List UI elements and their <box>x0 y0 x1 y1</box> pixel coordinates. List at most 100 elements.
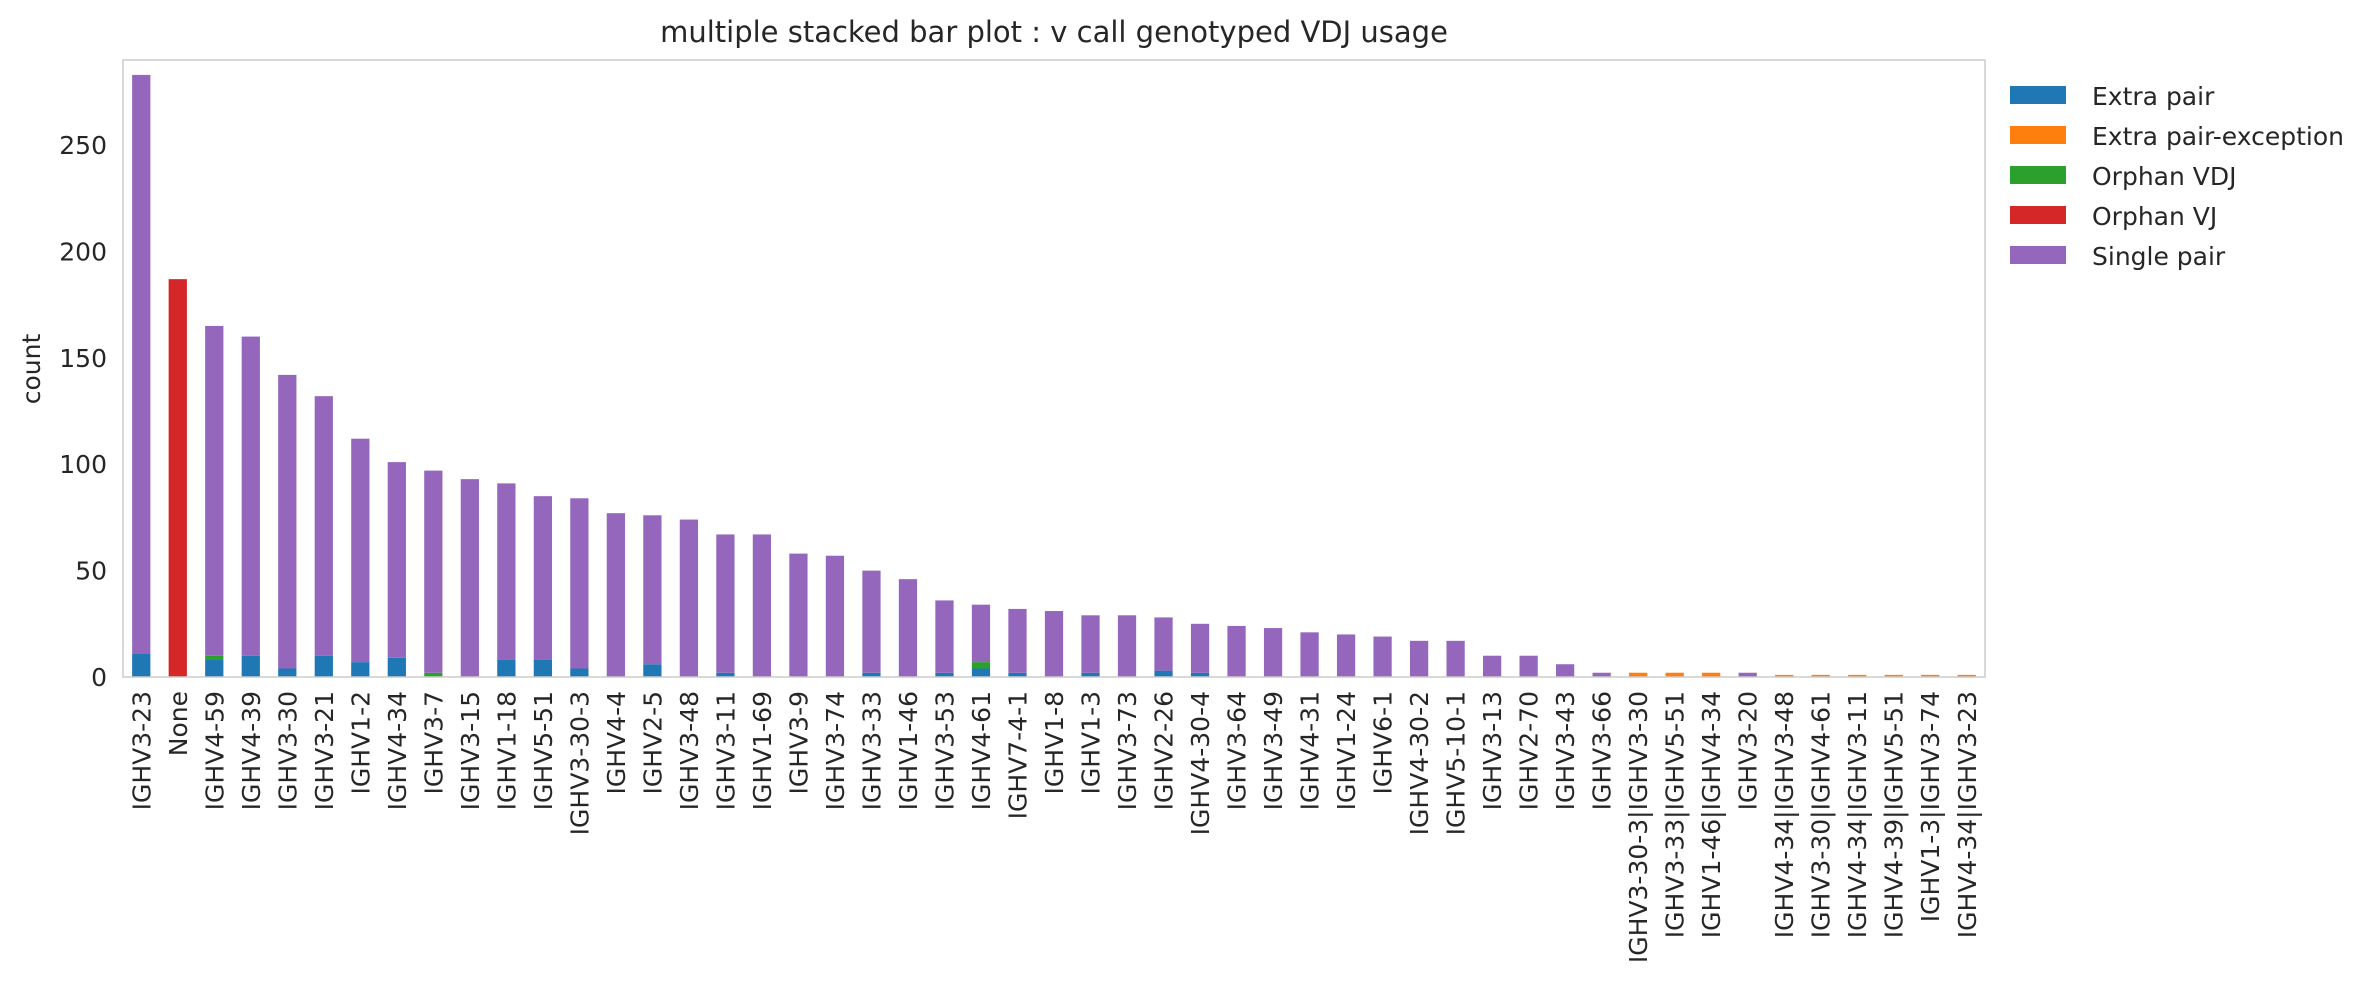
y-tick-label: 50 <box>75 557 107 586</box>
x-tick-label: IGHV3-48 <box>675 691 704 810</box>
x-tick-label: IGHV4-39 <box>237 691 266 810</box>
x-tick-label: IGHV4-4 <box>602 691 631 794</box>
x-tick-label: IGHV3-30|IGHV4-61 <box>1807 691 1836 938</box>
bar-segment <box>1117 615 1137 677</box>
bar-segment <box>314 655 333 677</box>
bar-segment <box>1482 655 1502 677</box>
plot-area: 0 50 100 150 200 250 IGHV3-23 None IGHV4-59 IGHV4… <box>59 74 1982 963</box>
x-tick-label: IGHV1-18 <box>492 691 521 810</box>
bar-segment <box>643 664 662 677</box>
y-tick-label: 100 <box>59 450 107 479</box>
x-tick-label: IGHV5-51 <box>529 691 558 810</box>
bar-segment <box>1848 674 1867 677</box>
x-tick-label: IGHV1-24 <box>1332 691 1361 810</box>
legend-entry: Orphan VDJ <box>2010 162 2237 191</box>
x-tick-label: IGHV1-8 <box>1040 691 1069 794</box>
bar-segment <box>789 553 808 677</box>
legend-label: Orphan VJ <box>2092 202 2217 231</box>
bar-segment <box>497 483 516 660</box>
bar-segment <box>716 672 735 677</box>
x-tick-label: IGHV3-30-3 <box>565 691 594 835</box>
legend-label: Extra pair-exception <box>2092 122 2344 151</box>
legend-swatch <box>2010 86 2066 104</box>
x-tick-label: IGHV3-74 <box>821 691 850 810</box>
x-tick-label: IGHV4-39|IGHV5-51 <box>1880 691 1909 938</box>
bar-segment <box>241 655 260 677</box>
bar-segment <box>205 325 224 656</box>
x-tick-label: IGHV1-2 <box>346 691 375 794</box>
x-tick-label: IGHV3-20 <box>1734 691 1763 810</box>
bar-segment <box>1154 670 1173 677</box>
x-tick-label: IGHV4-61 <box>967 691 996 810</box>
bar-segment <box>1519 655 1538 677</box>
bar-segment <box>278 668 297 677</box>
x-tick-label: IGHV3-66 <box>1588 691 1617 810</box>
x-tick-label: IGHV3-11 <box>711 691 740 810</box>
bar-segment <box>679 519 699 677</box>
x-tick-label: IGHV2-26 <box>1150 691 1179 810</box>
bar-segment <box>1227 625 1246 677</box>
bar-segment <box>1556 664 1575 677</box>
bar-segment <box>460 479 479 677</box>
bar-segment <box>1044 611 1064 677</box>
bar-segment <box>1702 672 1721 677</box>
x-tick-label: IGHV1-46 <box>894 691 923 810</box>
x-tick-label: None <box>164 691 193 756</box>
x-tick-label: IGHV4-34|IGHV3-48 <box>1770 691 1799 938</box>
bar-segment <box>424 470 443 673</box>
bar-segment <box>533 659 552 677</box>
bar-segment <box>1190 623 1210 673</box>
bar-segment <box>1957 674 1976 677</box>
bar-segment <box>643 515 662 665</box>
bar-segment <box>278 374 297 669</box>
x-tick-label: IGHV1-46|IGHV4-34 <box>1697 691 1726 938</box>
bar-segment <box>570 498 589 669</box>
bar-segment <box>935 672 954 677</box>
bar-segment <box>935 600 954 673</box>
x-tick-label: IGHV2-70 <box>1515 691 1544 810</box>
x-tick-label: IGHV3-73 <box>1113 691 1142 810</box>
legend-label: Extra pair <box>2092 82 2215 111</box>
x-tick-label: IGHV5-10-1 <box>1442 691 1471 835</box>
x-tick-label: IGHV1-3 <box>1077 691 1106 794</box>
bar-segment <box>971 604 991 663</box>
legend-label: Orphan VDJ <box>2092 162 2237 191</box>
bar-segment <box>606 513 625 677</box>
bar-segment <box>351 662 370 677</box>
x-tick-label: IGHV3-43 <box>1551 691 1580 810</box>
x-tick-label: IGHV4-34 <box>383 691 412 810</box>
x-tick-label: IGHV7-4-1 <box>1003 691 1032 819</box>
x-tick-label: IGHV3-21 <box>310 691 339 810</box>
legend-label: Single pair <box>2092 242 2226 271</box>
legend-swatch <box>2010 206 2066 224</box>
bar-segment <box>1008 608 1027 673</box>
bar-segment <box>351 438 370 663</box>
legend-swatch <box>2010 166 2066 184</box>
x-tick-label: IGHV2-5 <box>638 691 667 794</box>
bar-segment <box>1373 636 1392 677</box>
x-tick-label: IGHV3-13 <box>1478 691 1507 810</box>
y-tick-label: 200 <box>59 237 107 266</box>
bar-segment <box>424 672 443 677</box>
bar-segment <box>533 496 552 660</box>
y-axis-label: count <box>17 334 46 405</box>
x-tick-label: IGHV3-23 <box>127 691 156 810</box>
plot-frame <box>122 59 1986 678</box>
bar-segment <box>1336 634 1356 677</box>
x-tick-label: IGHV3-15 <box>456 691 485 810</box>
y-tick-label: 250 <box>59 131 107 160</box>
x-tick-label: IGHV4-30-4 <box>1186 691 1215 835</box>
x-tick-label: IGHV4-31 <box>1296 691 1325 810</box>
x-tick-label: IGHV4-59 <box>200 691 229 810</box>
y-tick-label: 0 <box>91 663 107 692</box>
bar-segment <box>1154 617 1173 671</box>
bar-segment <box>205 659 224 677</box>
bar-segment <box>1263 628 1283 677</box>
bar-segment <box>1738 672 1757 677</box>
bar-segment <box>1409 640 1429 677</box>
bar-segment <box>862 570 881 673</box>
bar-segment <box>1190 672 1210 677</box>
bar-segment <box>1665 672 1684 677</box>
